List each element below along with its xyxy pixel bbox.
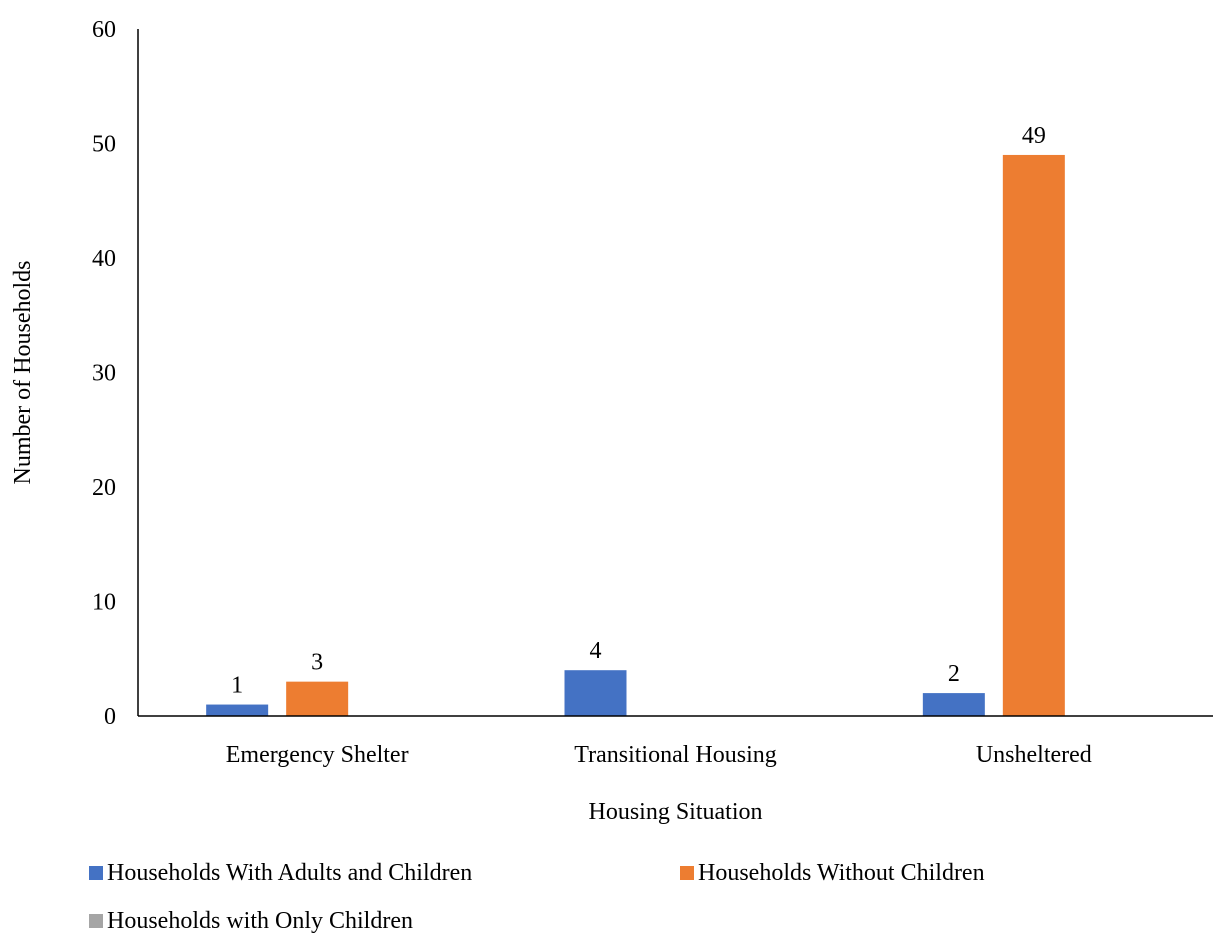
data-label: 4 — [590, 638, 602, 664]
data-label: 49 — [1022, 123, 1046, 149]
legend-item: Households with Only Children — [89, 908, 413, 934]
y-tick-label: 10 — [92, 590, 116, 616]
bar — [1002, 154, 1065, 716]
y-tick-label: 50 — [92, 132, 116, 158]
y-tick-label: 20 — [92, 475, 116, 501]
legend-item: Households Without Children — [680, 860, 985, 886]
x-axis-category-labels: Emergency Shelter Transitional Housing Uns… — [226, 742, 1092, 768]
legend-label: Households Without Children — [698, 860, 985, 886]
x-tick-label: Emergency Shelter — [226, 742, 409, 768]
y-tick-label: 60 — [92, 17, 116, 43]
y-tick-label: 0 — [104, 704, 116, 730]
y-axis-title: Number of Households — [10, 261, 36, 485]
x-tick-label: Transitional Housing — [574, 742, 776, 768]
bar — [206, 704, 269, 716]
bar — [286, 681, 349, 716]
legend-swatch — [89, 914, 103, 928]
legend-item: Households With Adults and Children — [89, 860, 472, 886]
x-tick-label: Unsheltered — [976, 742, 1092, 768]
data-label: 3 — [311, 650, 323, 676]
x-axis-title: Housing Situation — [588, 799, 762, 825]
data-labels: 1 3 4 2 49 — [231, 123, 1046, 699]
bars — [206, 154, 1065, 716]
legend: Households With Adults and Children House… — [89, 860, 985, 934]
bar — [922, 693, 985, 716]
legend-label: Households with Only Children — [107, 908, 413, 934]
bar — [564, 670, 627, 716]
data-label: 2 — [948, 661, 960, 687]
legend-swatch — [89, 866, 103, 880]
y-tick-label: 30 — [92, 361, 116, 387]
legend-swatch — [680, 866, 694, 880]
data-label: 1 — [231, 673, 243, 699]
y-axis-ticks: 0 10 20 30 40 50 60 — [92, 17, 116, 730]
y-tick-label: 40 — [92, 246, 116, 272]
legend-label: Households With Adults and Children — [107, 860, 472, 886]
